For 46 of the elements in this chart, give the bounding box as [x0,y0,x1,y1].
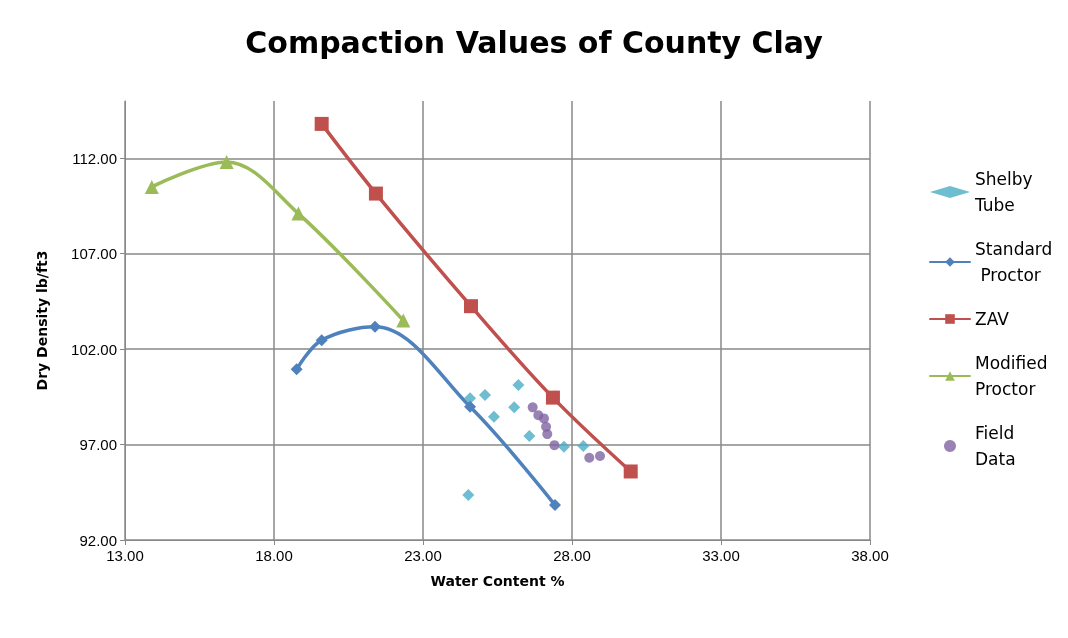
point [315,334,328,347]
x-tick-label: 38.00 [851,547,889,564]
point [290,363,303,376]
y-tick-label: 102.00 [71,340,117,358]
point [595,451,606,462]
legend-label: Standard Proctor [975,239,1053,285]
point [291,206,306,221]
point [557,440,570,453]
point [623,464,638,479]
point [478,388,491,401]
legend-label: Field Data [975,423,1020,469]
point [512,379,525,392]
y-tick-label: 92.00 [79,531,117,549]
point [542,429,553,440]
x-tick-label: 18.00 [255,547,293,564]
point [487,410,500,423]
point [549,499,562,512]
point [396,313,411,328]
point [463,299,478,314]
y-tick-label: 112.00 [72,149,117,167]
x-tick-label: 13.00 [106,547,144,564]
chart-title: Compaction Values of County Clay [245,24,824,60]
point [539,413,549,424]
y-tick-label: 107.00 [71,245,117,263]
point [545,390,560,405]
x-axis-title: Water Content % [430,573,565,589]
legend-label: Modified Proctor [975,353,1053,399]
y-tick-label: 97.00 [79,436,117,454]
point [144,179,159,194]
x-tick-label: 28.00 [553,547,591,564]
point [527,402,538,413]
point [314,116,329,131]
point [577,440,590,453]
point [508,401,521,414]
point [219,155,234,170]
point [464,400,477,413]
y-axis-title: Dry Density lb/ft3 [34,250,50,391]
legend-label: Shelby Tube [974,169,1039,215]
point [523,429,536,442]
point [368,186,383,201]
x-tick-label: 33.00 [702,547,740,564]
point [462,488,475,501]
point [549,440,560,451]
legend-label: ZAV [975,309,1010,329]
x-tick-label: 23.00 [404,547,442,564]
point [584,452,595,463]
